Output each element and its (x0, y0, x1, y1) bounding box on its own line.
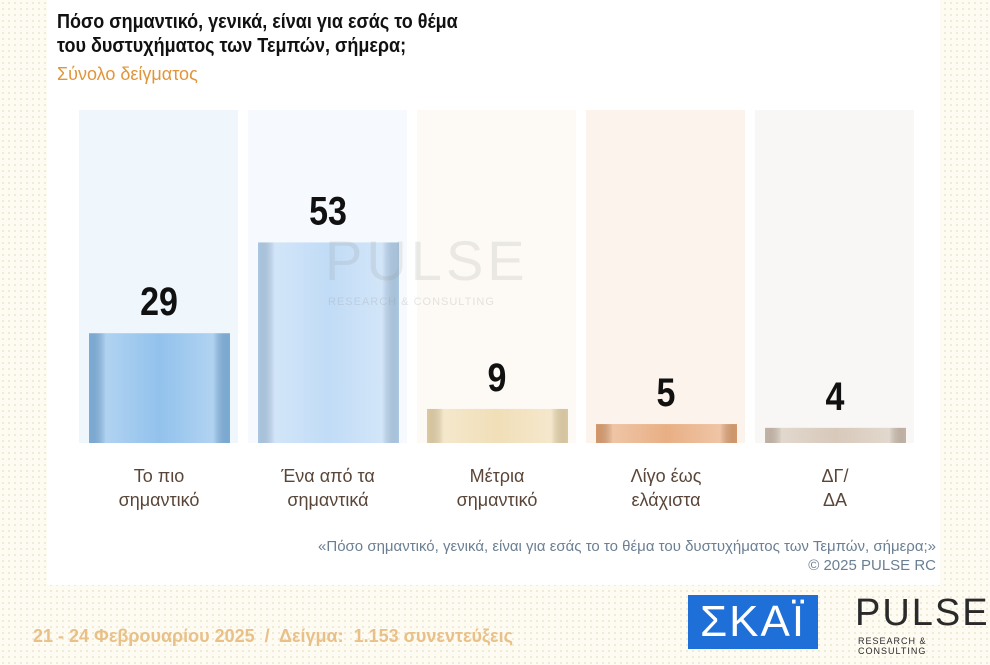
skai-logo: ΣΚΑΪ (688, 595, 818, 649)
value-label: 53 (309, 188, 347, 233)
chart-subtitle: Σύνολο δείγματος (57, 64, 198, 84)
value-label: 29 (140, 279, 178, 324)
pulse-tagline: RESEARCH & CONSULTING (858, 636, 927, 656)
column-background (417, 110, 576, 443)
bar-shine (427, 408, 568, 443)
bar-shine (765, 427, 906, 443)
category-label: Το πιο σημαντικό (118, 466, 200, 510)
column-background (586, 110, 745, 443)
watermark: PULSE (325, 229, 529, 292)
value-label: 5 (657, 369, 676, 414)
value-label: 4 (826, 373, 845, 418)
bar-shine (596, 424, 737, 443)
bar-shine (89, 333, 230, 443)
column-background (755, 110, 914, 443)
date-sample: 21 - 24 Φεβρουαρίου 2025 / Δείγμα: 1.153… (33, 626, 513, 646)
category-label: ΔΓ/ ΔΑ (821, 466, 849, 510)
card (47, 0, 940, 585)
pulse-logo: PULSE (855, 592, 990, 634)
bar-shine (258, 242, 399, 443)
chart-title: Πόσο σημαντικό, γενικά, είναι για εσάς τ… (57, 11, 458, 57)
category-label: Μέτρια σημαντικό (456, 466, 538, 510)
watermark-tagline: RESEARCH & CONSULTING (328, 296, 495, 308)
category-label: Ένα από τα σημαντικά (281, 466, 375, 510)
copyright: © 2025 PULSE RC (808, 557, 936, 574)
category-label: Λίγο έως ελάχιστα (630, 466, 702, 510)
value-label: 9 (488, 354, 507, 399)
note: «Πόσο σημαντικό, γενικά, είναι για εσάς … (318, 538, 936, 555)
